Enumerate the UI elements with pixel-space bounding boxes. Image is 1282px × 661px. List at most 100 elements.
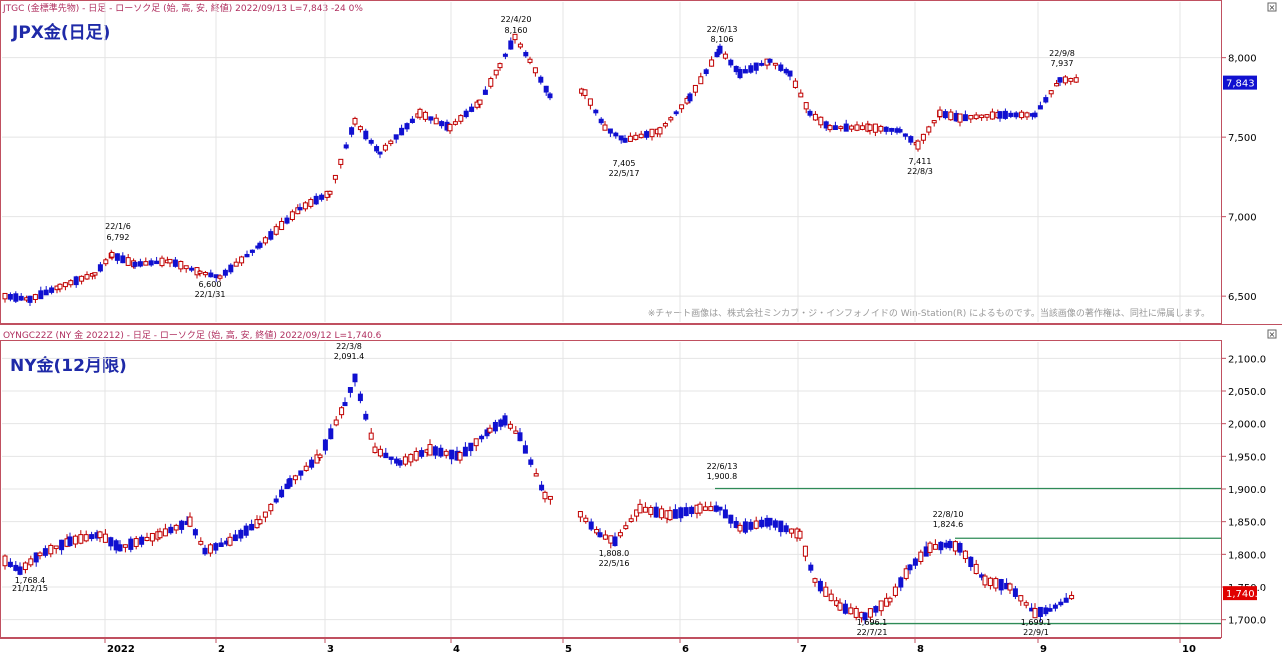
ny-candle [797, 530, 803, 539]
x-tick-label: 2 [218, 644, 225, 655]
last-price-label: 7,843 [1226, 79, 1255, 90]
ny-candle [37, 552, 43, 557]
jpx-candle [657, 127, 663, 135]
x-tick-label: 2022 [107, 644, 135, 655]
ny-candle [623, 525, 629, 530]
ny-candle [292, 475, 298, 481]
jpx-candle [463, 110, 469, 118]
ny-candle [457, 452, 463, 461]
ny-candle [59, 539, 65, 551]
jpx-candle [849, 125, 855, 130]
ny-candle [122, 544, 128, 548]
jpx-candle [897, 129, 903, 133]
jpx-candle [997, 111, 1003, 119]
ny-candle [808, 564, 814, 571]
jpx-candle [422, 111, 428, 120]
jpx-candle [517, 43, 523, 48]
ny-candle [257, 519, 263, 525]
ny-candle [742, 521, 748, 533]
ny-candle [22, 562, 28, 571]
y-tick-label: 2,000.0 [1228, 420, 1266, 431]
jpx-candle [737, 69, 743, 79]
jpx-candle [627, 135, 633, 142]
jpx-candle [244, 253, 250, 258]
jpx-candle [302, 202, 308, 210]
jpx-candle [374, 146, 380, 152]
annotation-label: 21/12/15 [12, 584, 48, 593]
jpx-candle [393, 134, 399, 140]
jpx-candle [908, 136, 914, 143]
ny-candle [339, 407, 345, 416]
ny-candle [513, 430, 519, 434]
jpx-candle [748, 65, 754, 73]
ny-candle [539, 484, 545, 491]
jpx-candle [843, 123, 849, 132]
ny-candle [97, 531, 103, 539]
jpx-candle [872, 123, 878, 133]
jpx-candle [125, 257, 131, 266]
jpx-candle [43, 289, 49, 296]
lower-chart-title: NY金(12月限) [10, 355, 127, 376]
ny-candle [947, 540, 953, 549]
y-tick-label: 1,950.0 [1228, 452, 1266, 463]
jpx-candle [222, 269, 228, 276]
annotation-label: 22/4/20 [501, 15, 532, 24]
lower-close-button[interactable]: × [1267, 329, 1277, 339]
ny-candle [733, 520, 739, 528]
jpx-candle [703, 69, 709, 75]
jpx-candle [989, 111, 995, 120]
jpx-candle [382, 144, 388, 151]
jpx-candle [103, 259, 109, 265]
jpx-candle [679, 104, 685, 110]
jpx-candle [49, 287, 55, 293]
ny-candle [903, 568, 909, 579]
jpx-candle [388, 140, 394, 145]
jpx-candle [812, 113, 818, 121]
jpx-candle [613, 132, 619, 137]
jpx-candle [84, 274, 90, 280]
jpx-candle [257, 242, 263, 248]
jpx-candle [931, 120, 937, 124]
ny-candle [912, 558, 918, 566]
ny-candle [492, 421, 498, 432]
ny-candle [42, 548, 48, 556]
ny-candle [987, 577, 993, 587]
ny-candle [547, 495, 553, 500]
jpx-candle [73, 276, 79, 286]
ny-candle [502, 415, 508, 426]
annotation-label: 1,900.8 [707, 472, 738, 481]
ny-candle [878, 600, 884, 612]
jpx-candle [399, 127, 405, 136]
x-tick-label: 10 [1182, 644, 1196, 655]
jpx-candle [692, 84, 698, 93]
annotation-label: 8,160 [505, 26, 528, 35]
ny-candle [1023, 602, 1029, 606]
ny-candle [767, 517, 773, 526]
x-tick-label: 4 [453, 644, 460, 655]
ny-candle [528, 459, 534, 465]
ny-candle [168, 526, 174, 534]
y-tick-label: 2,050.0 [1228, 387, 1266, 398]
jpx-candle [889, 127, 895, 132]
jpx-candle [68, 280, 74, 286]
ny-candle [842, 603, 848, 614]
last-price-label: 1,740.6 [1226, 589, 1264, 600]
jpx-candle [38, 290, 44, 300]
jpx-candle [469, 106, 475, 112]
jpx-candle [962, 114, 968, 122]
ny-candle [1018, 595, 1024, 602]
ny-candle [982, 575, 988, 586]
jpx-candle [582, 89, 588, 96]
ny-candle [17, 566, 23, 575]
ny-candle [473, 438, 479, 447]
ny-candle [342, 402, 348, 407]
jpx-candle [268, 231, 274, 240]
upper-close-button[interactable]: × [1267, 2, 1277, 12]
ny-candle [78, 534, 84, 544]
ny-candle [303, 465, 309, 471]
jpx-candle [343, 144, 349, 149]
ny-candle [517, 432, 523, 442]
jpx-candle [792, 80, 798, 88]
jpx-candle [662, 123, 668, 127]
jpx-candle [319, 194, 325, 200]
